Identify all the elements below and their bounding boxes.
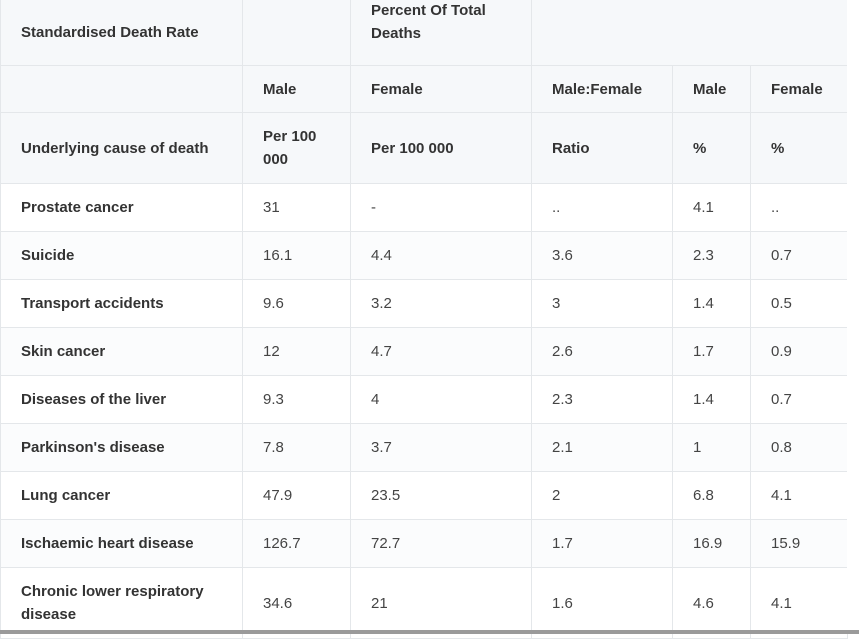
male-rate-cell: 31	[242, 183, 351, 232]
female-rate-cell: 4	[350, 375, 532, 424]
female-rate-cell: 23.5	[350, 471, 532, 520]
male-pct-cell: 4.1	[672, 183, 751, 232]
table-row: Diseases of the liver 9.3 4 2.3 1.4 0.7	[0, 375, 849, 424]
table-row: Transport accidents 9.6 3.2 3 1.4 0.5	[0, 279, 849, 328]
header-unit-female-rate: Per 100 000	[350, 112, 532, 184]
male-rate-cell: 9.3	[242, 375, 351, 424]
table-row: Lung cancer 47.9 23.5 2 6.8 4.1	[0, 471, 849, 520]
male-pct-cell: 16.9	[672, 519, 751, 568]
header-empty-cell	[242, 0, 351, 66]
female-pct-cell: 0.5	[749, 279, 849, 328]
header-female-pct: Female	[749, 65, 849, 113]
ratio-cell: 1.7	[531, 519, 673, 568]
header-female-rate: Female	[350, 65, 532, 113]
male-rate-cell: 12	[242, 327, 351, 376]
female-pct-cell: 4.1	[749, 471, 849, 520]
ratio-cell: 2.6	[531, 327, 673, 376]
bottom-divider	[0, 630, 859, 634]
header-male-pct: Male	[672, 65, 751, 113]
ratio-cell: ..	[531, 183, 673, 232]
cause-cell: Transport accidents	[0, 279, 243, 328]
male-pct-cell: 1	[672, 423, 751, 472]
header-row-units: Underlying cause of death Per 100 000 Pe…	[0, 112, 849, 184]
male-pct-cell: 1.4	[672, 375, 751, 424]
table-row: Skin cancer 12 4.7 2.6 1.7 0.9	[0, 327, 849, 376]
female-rate-cell: 21	[350, 567, 532, 639]
male-rate-cell: 9.6	[242, 279, 351, 328]
percent-of-total-deaths-header: Percent Of Total Deaths	[350, 0, 532, 66]
header-male-rate: Male	[242, 65, 351, 113]
male-pct-cell: 1.7	[672, 327, 751, 376]
male-rate-cell: 7.8	[242, 423, 351, 472]
female-pct-cell: 15.9	[749, 519, 849, 568]
female-rate-cell: -	[350, 183, 532, 232]
male-pct-cell: 1.4	[672, 279, 751, 328]
ratio-cell: 1.6	[531, 567, 673, 639]
header-unit-ratio: Ratio	[531, 112, 673, 184]
table-row: Prostate cancer 31 - .. 4.1 ..	[0, 183, 849, 232]
header-row-sex: Male Female Male:Female Male Female	[0, 65, 849, 113]
ratio-cell: 3.6	[531, 231, 673, 280]
ratio-cell: 2.1	[531, 423, 673, 472]
female-pct-cell: ..	[749, 183, 849, 232]
header-row-title: Standardised Death Rate Percent Of Total…	[0, 0, 849, 66]
female-rate-cell: 72.7	[350, 519, 532, 568]
male-pct-cell: 2.3	[672, 231, 751, 280]
header-sex-cell	[0, 65, 243, 113]
standardised-death-rate-header: Standardised Death Rate	[0, 0, 243, 66]
female-pct-cell: 0.8	[749, 423, 849, 472]
header-unit-female-pct: %	[749, 112, 849, 184]
female-pct-cell: 4.1	[749, 567, 849, 639]
cause-cell: Suicide	[0, 231, 243, 280]
female-rate-cell: 4.4	[350, 231, 532, 280]
male-rate-cell: 47.9	[242, 471, 351, 520]
female-pct-cell: 0.7	[749, 375, 849, 424]
female-pct-cell: 0.7	[749, 231, 849, 280]
table-row: Suicide 16.1 4.4 3.6 2.3 0.7	[0, 231, 849, 280]
header-empty-cell	[530, 0, 849, 66]
table-row: Ischaemic heart disease 126.7 72.7 1.7 1…	[0, 519, 849, 568]
female-rate-cell: 3.2	[350, 279, 532, 328]
right-gutter	[847, 0, 859, 630]
ratio-cell: 3	[531, 279, 673, 328]
female-rate-cell: 3.7	[350, 423, 532, 472]
cause-cell: Parkinson's disease	[0, 423, 243, 472]
male-rate-cell: 16.1	[242, 231, 351, 280]
male-rate-cell: 34.6	[242, 567, 351, 639]
male-pct-cell: 4.6	[672, 567, 751, 639]
male-pct-cell: 6.8	[672, 471, 751, 520]
cause-cell: Diseases of the liver	[0, 375, 243, 424]
header-unit-male-rate: Per 100 000	[242, 112, 351, 184]
header-underlying-cause: Underlying cause of death	[0, 112, 243, 184]
cause-cell: Ischaemic heart disease	[0, 519, 243, 568]
female-rate-cell: 4.7	[350, 327, 532, 376]
female-pct-cell: 0.9	[749, 327, 849, 376]
ratio-cell: 2.3	[531, 375, 673, 424]
cause-cell: Lung cancer	[0, 471, 243, 520]
cause-cell: Chronic lower respiratory disease	[0, 567, 243, 639]
cause-cell: Skin cancer	[0, 327, 243, 376]
header-male-female: Male:Female	[531, 65, 673, 113]
ratio-cell: 2	[531, 471, 673, 520]
header-unit-male-pct: %	[672, 112, 751, 184]
table-row: Chronic lower respiratory disease 34.6 2…	[0, 567, 849, 639]
male-rate-cell: 126.7	[242, 519, 351, 568]
cause-cell: Prostate cancer	[0, 183, 243, 232]
table-row: Parkinson's disease 7.8 3.7 2.1 1 0.8	[0, 423, 849, 472]
